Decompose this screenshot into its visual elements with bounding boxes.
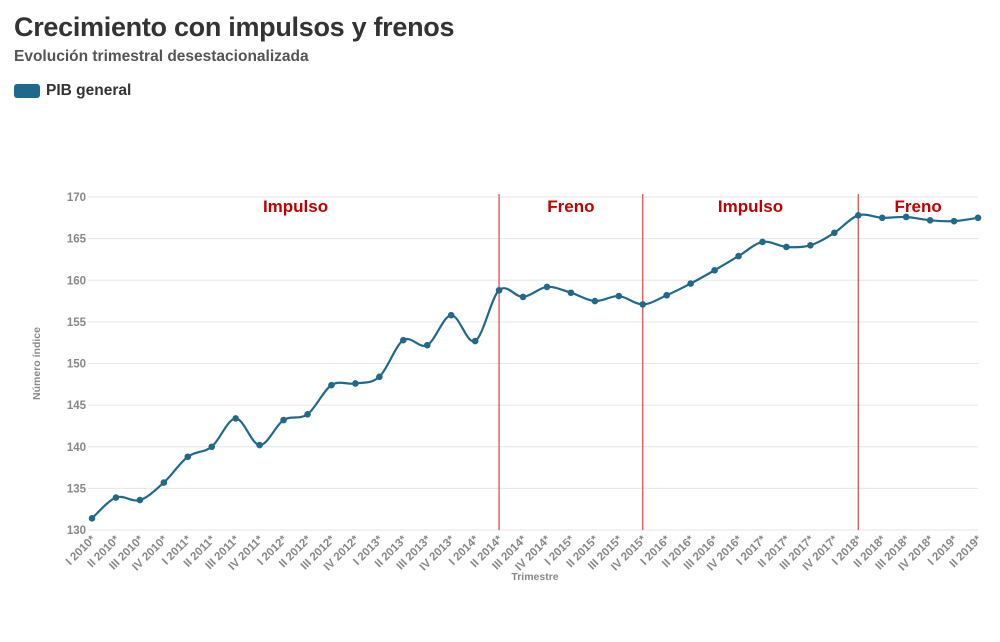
y-axis: 130 135 140 145 150 155 160 165 170 [67,192,87,537]
data-point-30 [783,243,790,251]
data-point-13 [376,373,383,381]
y-tick-170: 170 [67,192,86,204]
data-point-31 [807,241,814,249]
y-tick-145: 145 [67,400,87,412]
data-point-36 [926,217,934,224]
series-line [91,213,979,520]
y-tick-130: 130 [67,525,86,537]
data-point-15 [423,341,431,349]
data-point-37 [950,217,958,225]
y-tick-150: 150 [67,359,86,371]
data-point-16 [447,311,455,319]
data-point-38 [974,214,982,222]
data-point-9 [280,416,287,424]
x-axis-title: Trimestre [511,571,558,583]
data-point-1 [88,515,96,522]
y-tick-140: 140 [67,442,86,454]
y-tick-160: 160 [67,275,86,287]
data-point-7 [232,415,239,422]
data-point-5 [184,453,192,461]
data-point-11 [328,381,335,389]
chart-subtitle: Evolución trimestral desestacionalizada [14,48,309,65]
data-point-19 [519,293,527,301]
data-point-32 [831,229,838,237]
data-point-23 [615,292,623,300]
period-labels: Impulso Freno Impulso Freno [263,197,942,216]
y-axis-title: Número índice [31,327,43,400]
data-point-26 [687,280,694,287]
period-dividers [498,194,859,530]
data-point-6 [208,443,216,451]
period-label-4: Freno [895,197,942,216]
data-point-10 [304,410,311,418]
data-point-17 [471,337,479,345]
data-point-33 [854,212,862,219]
series-pib-general [88,212,982,522]
legend[interactable]: PIB general [14,82,131,100]
data-point-28 [735,252,742,260]
data-point-34 [878,214,886,222]
data-point-12 [352,380,359,387]
data-point-18 [495,286,503,294]
data-point-27 [711,266,718,274]
data-point-8 [256,441,263,449]
y-tick-165: 165 [67,234,87,246]
period-label-2: Freno [547,197,594,216]
y-tick-135: 135 [67,483,87,495]
data-point-3 [136,496,144,504]
data-point-20 [543,283,551,291]
data-point-29 [759,238,766,246]
data-point-4 [160,479,168,486]
y-tick-155: 155 [67,317,87,329]
data-point-2 [112,494,120,501]
data-point-14 [399,336,407,344]
legend-swatch [14,84,40,98]
period-label-3: Impulso [718,197,783,216]
grid-lines [88,196,978,531]
period-label-1: Impulso [263,197,328,216]
data-point-22 [591,297,599,305]
chart-title: Crecimiento con impulsos y frenos [14,12,455,42]
x-axis: I 2010*II 2010*III 2010*IV 2010*I 2011*I… [64,533,985,573]
data-point-24 [639,301,647,308]
legend-label: PIB general [46,82,132,99]
data-point-25 [663,291,671,299]
data-point-21 [567,289,575,297]
data-point-35 [902,213,910,221]
